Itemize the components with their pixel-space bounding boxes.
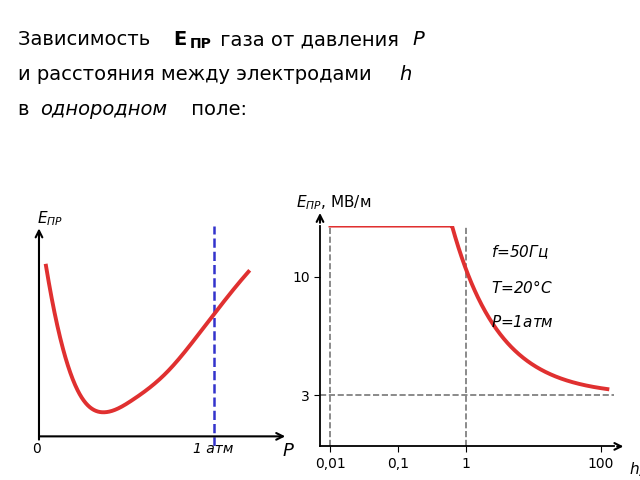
- Text: $h$, мм: $h$, мм: [629, 460, 640, 478]
- Text: 1 атм: 1 атм: [193, 443, 234, 456]
- Text: $E_{ПР}$, МВ/м: $E_{ПР}$, МВ/м: [296, 193, 372, 212]
- Text: $\mathbf{E}$: $\mathbf{E}$: [173, 30, 187, 49]
- Text: $f$=50Гц: $f$=50Гц: [491, 243, 548, 261]
- Text: $\mathit{h}$: $\mathit{h}$: [399, 65, 412, 84]
- Text: однородном: однородном: [40, 100, 167, 119]
- Text: поле:: поле:: [185, 100, 247, 119]
- Text: $\mathit{P}$: $\mathit{P}$: [412, 30, 426, 49]
- Text: в: в: [18, 100, 36, 119]
- Text: $E_{ПР}$: $E_{ПР}$: [36, 209, 63, 228]
- Text: $P$=1атм: $P$=1атм: [491, 314, 554, 330]
- Text: и расстояния между электродами: и расстояния между электродами: [18, 65, 378, 84]
- Text: Зависимость: Зависимость: [18, 30, 157, 49]
- Text: $P$: $P$: [282, 443, 294, 460]
- Text: газа от давления: газа от давления: [214, 30, 405, 49]
- Text: ПР: ПР: [190, 37, 212, 51]
- Text: $T$=20°C: $T$=20°C: [491, 278, 552, 296]
- Text: 0: 0: [32, 443, 41, 456]
